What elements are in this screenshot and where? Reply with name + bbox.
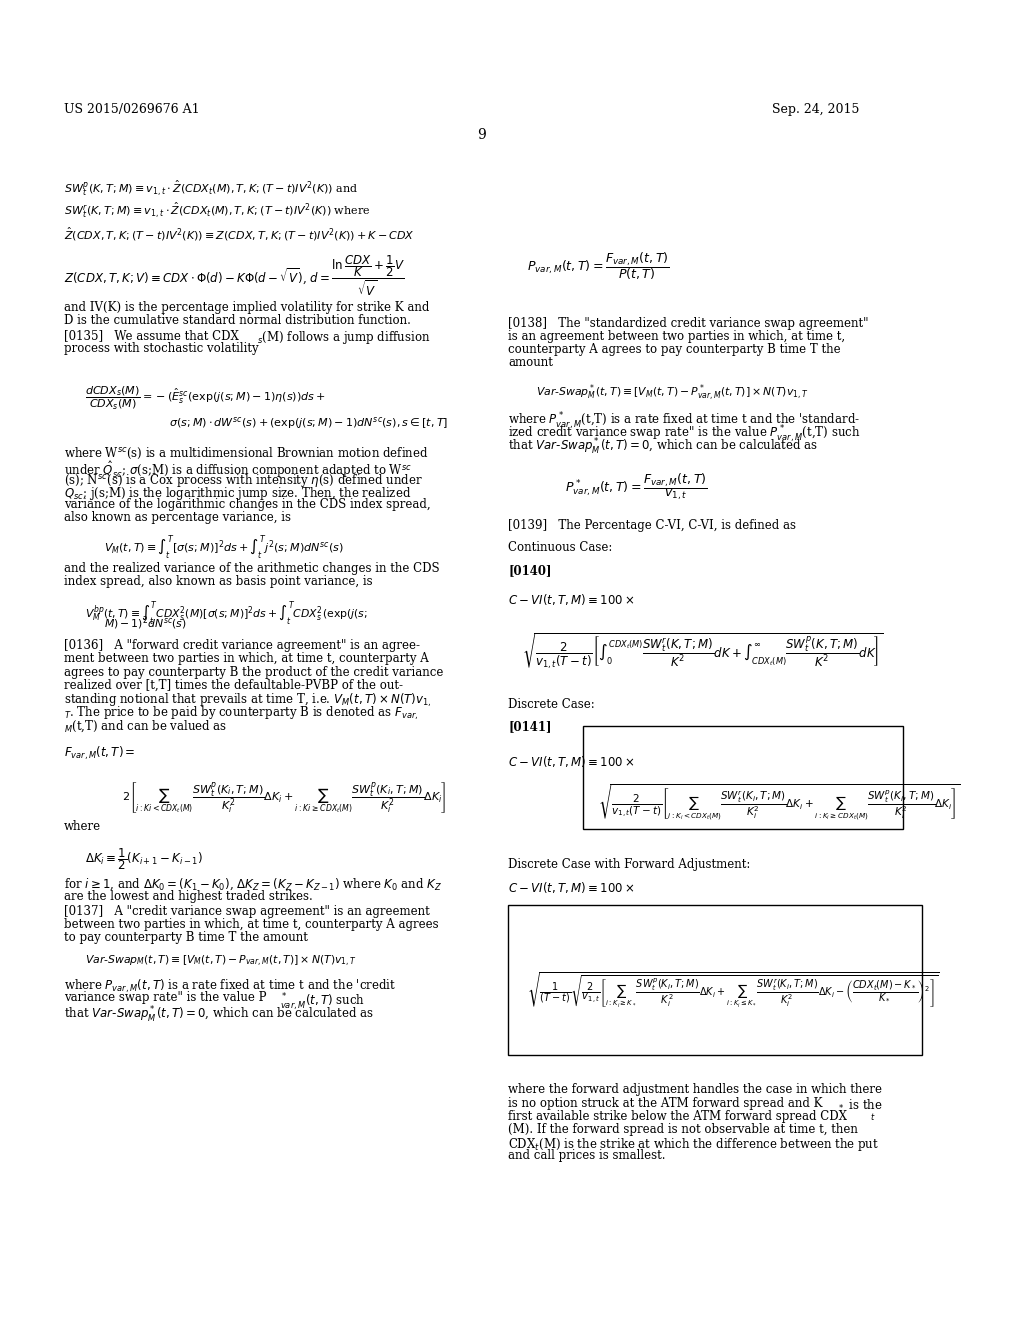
Text: $SW_t^r(K, T; M) \equiv v_{1,t} \cdot \hat{Z}(CDX_t(M), T, K; (T-t)IV^2(K))$ whe: $SW_t^r(K, T; M) \equiv v_{1,t} \cdot \h…: [63, 201, 371, 220]
Text: ized credit variance swap rate" is the value $P_{var,M}^*$(t,T) such: ized credit variance swap rate" is the v…: [508, 424, 860, 445]
Text: $_T$. The price to be paid by counterparty B is denoted as $F_{var,}$: $_T$. The price to be paid by counterpar…: [63, 705, 418, 722]
Text: $\sqrt{\dfrac{2}{v_{1,t}(T-t)}\left[\int_0^{CDX_t(M)} \dfrac{SW_t^r(K, T; M)}{K^: $\sqrt{\dfrac{2}{v_{1,t}(T-t)}\left[\int…: [522, 632, 884, 672]
Text: $\dfrac{dCDX_s(M)}{CDX_s(M)} = -(\hat{E}_s^{sc}(\exp(j(s; M) - 1)\eta(s))ds +$: $\dfrac{dCDX_s(M)}{CDX_s(M)} = -(\hat{E}…: [85, 385, 326, 412]
Text: $SW_t^p(K, T; M) \equiv v_{1,t} \cdot \hat{Z}(CDX_t(M), T, K; (T-t)IV^2(K))$ and: $SW_t^p(K, T; M) \equiv v_{1,t} \cdot \h…: [63, 178, 358, 198]
Text: $C - VI(t, T, M) \equiv 100 \times$: $C - VI(t, T, M) \equiv 100 \times$: [508, 593, 635, 607]
Text: CDX$_t$(M) is the strike at which the difference between the put: CDX$_t$(M) is the strike at which the di…: [508, 1137, 880, 1154]
Text: is an agreement between two parties in which, at time t,: is an agreement between two parties in w…: [508, 330, 845, 343]
Text: Continuous Case:: Continuous Case:: [508, 541, 612, 554]
Text: realized over [t,T] times the defaultable-PVBP of the out-: realized over [t,T] times the defaultabl…: [63, 678, 403, 692]
Text: $M)-1)^2 dN^{sc}(s)$: $M)-1)^2 dN^{sc}(s)$: [103, 615, 186, 632]
Text: variance of the logarithmic changes in the CDS index spread,: variance of the logarithmic changes in t…: [63, 498, 431, 511]
Text: [0136]   A "forward credit variance agreement" is an agree-: [0136] A "forward credit variance agreem…: [63, 639, 420, 652]
Text: US 2015/0269676 A1: US 2015/0269676 A1: [63, 103, 200, 116]
Text: $_*$ is the: $_*$ is the: [837, 1097, 883, 1110]
Text: process with stochastic volatility: process with stochastic volatility: [63, 342, 259, 355]
Text: [0138]   The "standardized credit variance swap agreement": [0138] The "standardized credit variance…: [508, 317, 868, 330]
Text: D is the cumulative standard normal distribution function.: D is the cumulative standard normal dist…: [63, 314, 411, 326]
Text: are the lowest and highest traded strikes.: are the lowest and highest traded strike…: [63, 890, 312, 903]
Text: $\sigma(s; M) \cdot dW^{sc}(s) + (\exp(j(s; M) - 1)dN^{sc}(s), s \in [t, T]$: $\sigma(s; M) \cdot dW^{sc}(s) + (\exp(j…: [169, 416, 449, 432]
Text: $C - VI(t, T, M) \equiv 100 \times$: $C - VI(t, T, M) \equiv 100 \times$: [508, 880, 635, 895]
Text: $Var\text{-}Swap_M^*(t,T) \equiv [V_M(t,T) - P_{var,M}^*(t,T)] \times N(T)v_{1,T: $Var\text{-}Swap_M^*(t,T) \equiv [V_M(t,…: [537, 383, 809, 404]
Text: $_{var,M}^*(t,T)$ such: $_{var,M}^*(t,T)$ such: [281, 991, 366, 1012]
Text: Sep. 24, 2015: Sep. 24, 2015: [772, 103, 859, 116]
Text: where $P_{var,M}(t,T)$ is a rate fixed at time t and the 'credit: where $P_{var,M}(t,T)$ is a rate fixed a…: [63, 978, 396, 995]
Text: for $i\geq 1$, and $\Delta K_0 = (K_1 - K_0)$, $\Delta K_Z = (K_Z - K_{Z-1})$ wh: for $i\geq 1$, and $\Delta K_0 = (K_1 - …: [63, 876, 442, 892]
Text: and IV(K) is the percentage implied volatility for strike K and: and IV(K) is the percentage implied vola…: [63, 301, 429, 314]
Text: that $Var\text{-}Swap_M^*(t,T)=0$, which can be calculated as: that $Var\text{-}Swap_M^*(t,T)=0$, which…: [63, 1005, 375, 1024]
Text: first available strike below the ATM forward spread CDX: first available strike below the ATM for…: [508, 1110, 847, 1123]
Text: $_M$(t,T) and can be valued as: $_M$(t,T) and can be valued as: [63, 718, 227, 734]
Text: Discrete Case with Forward Adjustment:: Discrete Case with Forward Adjustment:: [508, 858, 751, 871]
Text: $F_{var,M}(t, T) =$: $F_{var,M}(t, T) =$: [63, 744, 135, 762]
Text: $\sqrt{\dfrac{1}{(T-t)}\sqrt{\dfrac{2}{v_{1,t}}\left[\sum_{i:K_i\geq K_*}\dfrac{: $\sqrt{\dfrac{1}{(T-t)}\sqrt{\dfrac{2}{v…: [527, 970, 940, 1010]
Text: $\Delta K_i \equiv \dfrac{1}{2}(K_{i+1} - K_{i-1})$: $\Delta K_i \equiv \dfrac{1}{2}(K_{i+1} …: [85, 846, 203, 873]
Text: (s); N$^{sc}$(s) is a Cox process with intensity $\eta$(s) defined under: (s); N$^{sc}$(s) is a Cox process with i…: [63, 471, 423, 488]
Text: $P_{var,M}^*(t, T) = \dfrac{F_{var,M}(t, T)}{v_{1,t}}$: $P_{var,M}^*(t, T) = \dfrac{F_{var,M}(t,…: [564, 471, 708, 503]
Text: $Var\text{-}Swap_M(t,T) \equiv [V_M(t,T) - P_{var,M}(t,T)] \times N(T)v_{1,T}$: $Var\text{-}Swap_M(t,T) \equiv [V_M(t,T)…: [85, 953, 356, 969]
Text: 9: 9: [477, 128, 486, 143]
Text: $P_{var,M}(t, T) = \dfrac{F_{var,M}(t, T)}{P(t, T)}$: $P_{var,M}(t, T) = \dfrac{F_{var,M}(t, T…: [527, 251, 670, 282]
Text: $C - VI(t, T, M) \equiv 100 \times$: $C - VI(t, T, M) \equiv 100 \times$: [508, 754, 635, 770]
Text: ment between two parties in which, at time t, counterparty A: ment between two parties in which, at ti…: [63, 652, 429, 665]
Text: [0140]: [0140]: [508, 564, 552, 577]
Text: variance swap rate" is the value P: variance swap rate" is the value P: [63, 991, 266, 1005]
Text: and call prices is smallest.: and call prices is smallest.: [508, 1150, 666, 1163]
Text: to pay counterparty B time T the amount: to pay counterparty B time T the amount: [63, 931, 308, 944]
Text: under $\hat{Q}_{sc}$; $\sigma$(s;M) is a diffusion component adapted to W$^{sc}$: under $\hat{Q}_{sc}$; $\sigma$(s;M) is a…: [63, 458, 412, 479]
Text: is no option struck at the ATM forward spread and K: is no option struck at the ATM forward s…: [508, 1097, 822, 1110]
Text: index spread, also known as basis point variance, is: index spread, also known as basis point …: [63, 576, 373, 589]
Text: amount: amount: [508, 356, 553, 370]
Text: that $Var\text{-}Swap_M^*(t,T)=0$, which can be calculated as: that $Var\text{-}Swap_M^*(t,T)=0$, which…: [508, 437, 818, 457]
Text: between two parties in which, at time t, counterparty A agrees: between two parties in which, at time t,…: [63, 917, 438, 931]
Text: where W$^{sc}$(s) is a multidimensional Brownian motion defined: where W$^{sc}$(s) is a multidimensional …: [63, 445, 429, 461]
Text: $V_M(t,T) \equiv \int_t^T [\sigma(s;M)]^2 ds + \int_t^T j^2(s;M)dN^{sc}(s)$: $V_M(t,T) \equiv \int_t^T [\sigma(s;M)]^…: [103, 533, 343, 562]
Text: Discrete Case:: Discrete Case:: [508, 698, 595, 710]
Text: and the realized variance of the arithmetic changes in the CDS: and the realized variance of the arithme…: [63, 562, 439, 576]
Text: where the forward adjustment handles the case in which there: where the forward adjustment handles the…: [508, 1084, 883, 1097]
Text: counterparty A agrees to pay counterparty B time T the: counterparty A agrees to pay counterpart…: [508, 343, 841, 356]
Text: $2\left[\sum_{i:Ki<CDX_t(M)} \dfrac{SW_t^p(K_i, T; M)}{K_i^2} \Delta K_i + \sum_: $2\left[\sum_{i:Ki<CDX_t(M)} \dfrac{SW_t…: [122, 780, 446, 816]
Text: $\hat{Z}(CDX, T, K; (T-t)IV^2(K)) \equiv Z(CDX, T, K; (T-t)IV^2(K)) + K - CDX$: $\hat{Z}(CDX, T, K; (T-t)IV^2(K)) \equiv…: [63, 226, 415, 243]
Text: [0141]: [0141]: [508, 721, 552, 733]
Text: $V_M^{bp}(t,T) \equiv \int_t^T CDX_s^2(M)[\sigma(s;M)]^2 ds + \int_t^T CDX_s^2(\: $V_M^{bp}(t,T) \equiv \int_t^T CDX_s^2(M…: [85, 599, 368, 628]
Text: $_t$: $_t$: [869, 1110, 876, 1123]
Text: [0137]   A "credit variance swap agreement" is an agreement: [0137] A "credit variance swap agreement…: [63, 904, 430, 917]
Text: $Z(CDX, T, K; V) \equiv CDX \cdot \Phi(d) - K\Phi(d - \sqrt{V})$, $d = \dfrac{\l: $Z(CDX, T, K; V) \equiv CDX \cdot \Phi(d…: [63, 253, 406, 297]
Text: (M). If the forward spread is not observable at time t, then: (M). If the forward spread is not observ…: [508, 1123, 858, 1137]
Text: $Q_{sc}$; j(s;M) is the logarithmic jump size. Then, the realized: $Q_{sc}$; j(s;M) is the logarithmic jump…: [63, 484, 412, 502]
Text: $_s$(M) follows a jump diffusion: $_s$(M) follows a jump diffusion: [257, 329, 430, 346]
Text: also known as percentage variance, is: also known as percentage variance, is: [63, 511, 291, 524]
Text: where: where: [63, 820, 101, 833]
Text: [0139]   The Percentage C-VI, C-VI, is defined as: [0139] The Percentage C-VI, C-VI, is def…: [508, 519, 797, 532]
Text: agrees to pay counterparty B the product of the credit variance: agrees to pay counterparty B the product…: [63, 665, 443, 678]
Bar: [508, 904, 923, 1055]
Text: standing notional that prevails at time T, i.e. $V_M(t,T)\times N(T)v_{1,}$: standing notional that prevails at time …: [63, 692, 431, 709]
Bar: [584, 726, 903, 829]
Text: $\sqrt{\dfrac{2}{v_{1,t}(T-t)}\left[\sum_{i:K_i<CDX_t(M)} \dfrac{SW_t^r(K_i, T; : $\sqrt{\dfrac{2}{v_{1,t}(T-t)}\left[\sum…: [598, 783, 961, 822]
Text: [0135]   We assume that CDX: [0135] We assume that CDX: [63, 329, 239, 342]
Text: where $P_{var,M}^*$(t,T) is a rate fixed at time t and the 'standard-: where $P_{var,M}^*$(t,T) is a rate fixed…: [508, 411, 860, 432]
